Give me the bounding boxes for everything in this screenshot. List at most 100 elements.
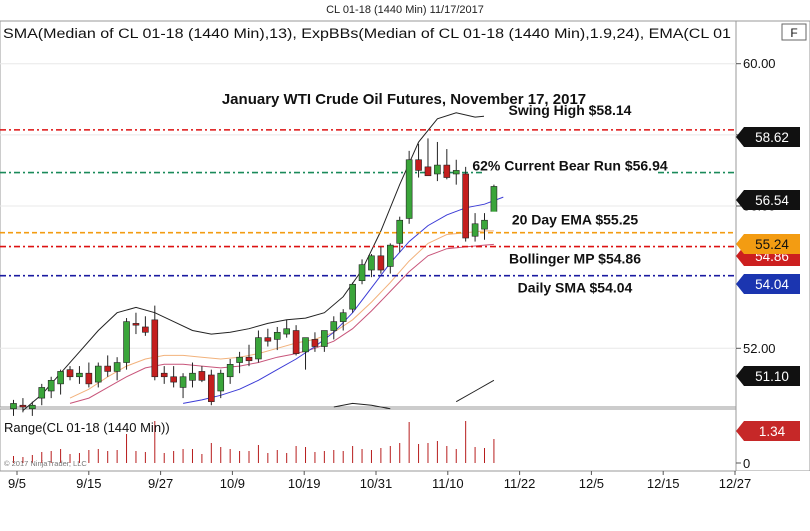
candle-body[interactable] bbox=[339, 312, 347, 322]
candle-body[interactable] bbox=[198, 371, 206, 381]
candle-body[interactable] bbox=[396, 219, 404, 244]
y-tick-label: 52.00 bbox=[743, 341, 776, 356]
candle-body[interactable] bbox=[443, 164, 451, 178]
candle-body[interactable] bbox=[29, 404, 36, 410]
candle-body[interactable] bbox=[151, 319, 159, 378]
level-label-bg bbox=[489, 211, 661, 229]
chart-title: January WTI Crude Oil Futures, November … bbox=[222, 91, 586, 108]
candle-body[interactable] bbox=[245, 356, 253, 362]
range-tag-bg bbox=[736, 421, 800, 441]
candle-body[interactable] bbox=[405, 159, 413, 219]
range-tag: 1.34 bbox=[759, 424, 786, 439]
candle-body[interactable] bbox=[160, 372, 168, 378]
candle-body[interactable] bbox=[132, 323, 140, 326]
f-button-label[interactable]: F bbox=[790, 26, 797, 40]
candle-body[interactable] bbox=[452, 170, 460, 175]
candle-body[interactable] bbox=[424, 166, 432, 177]
level-label-bg bbox=[489, 250, 661, 268]
x-tick-label: 12/15 bbox=[647, 476, 680, 491]
candle-body[interactable] bbox=[415, 159, 422, 171]
x-tick-label: 10/31 bbox=[360, 476, 393, 491]
level-label: 62% Current Bear Run $56.94 bbox=[472, 158, 668, 174]
candle-body[interactable] bbox=[179, 376, 187, 388]
bollinger-midline bbox=[69, 243, 494, 404]
bollinger-upper-band bbox=[22, 112, 494, 411]
candle-body[interactable] bbox=[38, 387, 46, 399]
swing-high-tag-bg bbox=[736, 127, 800, 147]
fib-tag: 56.54 bbox=[755, 193, 789, 208]
f-button[interactable]: F bbox=[781, 23, 807, 41]
daily-sma-tag: 54.04 bbox=[755, 277, 789, 292]
bollinger-lower-band-recent bbox=[455, 379, 495, 403]
candle-body[interactable] bbox=[142, 326, 149, 333]
indicator-legend: SMA(Median of CL 01-18 (1440 Min),13), E… bbox=[3, 26, 731, 41]
support-resistance-levels bbox=[0, 129, 736, 277]
candle-body[interactable] bbox=[386, 244, 394, 267]
candle-body[interactable] bbox=[85, 372, 93, 385]
candle-body[interactable] bbox=[236, 356, 243, 363]
candle-body[interactable] bbox=[283, 328, 290, 335]
candle-body[interactable] bbox=[170, 376, 177, 383]
candle-body[interactable] bbox=[10, 403, 17, 410]
candle-body[interactable] bbox=[311, 339, 319, 347]
candle-body[interactable] bbox=[66, 369, 74, 378]
candle-body[interactable] bbox=[217, 372, 225, 392]
bollinger-lower-band bbox=[333, 402, 391, 410]
level-labels: Swing High $58.14 62% Current Bear Run $5… bbox=[472, 101, 668, 297]
last-price-tag: 51.10 bbox=[755, 369, 789, 384]
candle-body[interactable] bbox=[292, 330, 300, 354]
ema20-tag: 55.24 bbox=[755, 237, 789, 252]
level-label-bg bbox=[489, 279, 661, 297]
candle-body[interactable] bbox=[264, 337, 272, 342]
window-title: CL 01-18 (1440 Min) 11/17/2017 bbox=[326, 4, 484, 16]
candlesticks[interactable] bbox=[10, 138, 498, 416]
candle-body[interactable] bbox=[462, 173, 469, 239]
candle-body[interactable] bbox=[368, 255, 375, 271]
fib-tag-bg bbox=[736, 190, 800, 210]
x-tick-label: 12/27 bbox=[719, 476, 752, 491]
level-label-bg bbox=[484, 101, 656, 119]
x-tick-label: 9/15 bbox=[76, 476, 101, 491]
range-zero-label: 0 bbox=[743, 456, 750, 471]
x-tick-label: 9/5 bbox=[8, 476, 26, 491]
time-axis[interactable] bbox=[0, 471, 810, 531]
candle-body[interactable] bbox=[104, 365, 111, 372]
swing-high-tag: 58.62 bbox=[755, 130, 789, 145]
x-tick-label: 12/5 bbox=[579, 476, 604, 491]
candle-body[interactable] bbox=[113, 362, 121, 372]
candle-body[interactable] bbox=[273, 331, 281, 340]
level-label: Bollinger MP $54.86 bbox=[509, 251, 641, 267]
candle-body[interactable] bbox=[358, 264, 366, 282]
x-tick-label: 10/9 bbox=[220, 476, 245, 491]
f-button-frame[interactable] bbox=[781, 23, 807, 41]
candle-body[interactable] bbox=[226, 364, 234, 378]
candle-body[interactable] bbox=[349, 283, 356, 310]
copyright-notice: © 2017 NinjaTrader, LLC bbox=[4, 459, 87, 468]
candle-body[interactable] bbox=[330, 321, 338, 331]
candle-body[interactable] bbox=[189, 372, 196, 381]
candle-body[interactable] bbox=[76, 372, 83, 378]
x-axis-ticks: 9/5 9/15 9/27 10/9 10/19 10/31 11/10 11/22 12/5 1… bbox=[8, 471, 751, 491]
gridlines bbox=[0, 63, 736, 349]
candle-body[interactable] bbox=[434, 164, 441, 175]
level-label-bg bbox=[484, 157, 656, 175]
candle-body[interactable] bbox=[47, 380, 55, 392]
candle-body[interactable] bbox=[481, 219, 488, 230]
candle-body[interactable] bbox=[94, 365, 102, 383]
candle-body[interactable] bbox=[377, 255, 385, 271]
candle-body[interactable] bbox=[57, 371, 64, 385]
candle-body[interactable] bbox=[302, 337, 309, 353]
candle-body[interactable] bbox=[471, 223, 479, 237]
candle-body[interactable] bbox=[208, 374, 215, 402]
x-tick-label: 11/10 bbox=[432, 476, 464, 491]
ema-line bbox=[69, 230, 494, 399]
x-tick-label: 9/27 bbox=[148, 476, 173, 491]
candle-body[interactable] bbox=[255, 337, 262, 360]
candle-body[interactable] bbox=[19, 404, 27, 408]
y-tick-label: 60.00 bbox=[743, 56, 776, 71]
candle-body[interactable] bbox=[123, 321, 130, 363]
x-tick-label: 11/22 bbox=[504, 476, 536, 491]
candle-body[interactable] bbox=[321, 330, 328, 347]
